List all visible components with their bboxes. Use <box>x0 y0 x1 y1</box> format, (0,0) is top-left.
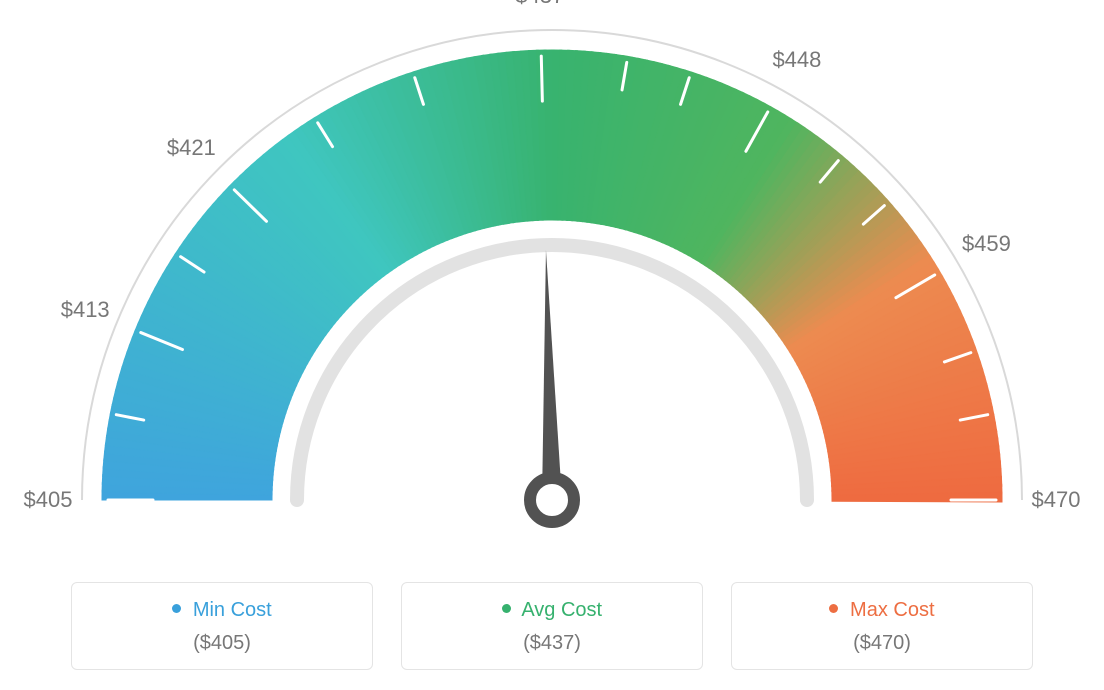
legend-row: Min Cost ($405) Avg Cost ($437) Max Cost… <box>0 582 1104 670</box>
gauge-svg <box>0 0 1104 560</box>
legend-value-max: ($470) <box>732 632 1032 655</box>
gauge-tick-label: $470 <box>1032 487 1081 513</box>
dot-icon <box>172 604 181 613</box>
legend-card-max: Max Cost ($470) <box>731 582 1033 670</box>
legend-card-avg: Avg Cost ($437) <box>401 582 703 670</box>
legend-label-avg: Avg Cost <box>521 599 602 621</box>
legend-title-avg: Avg Cost <box>402 599 702 622</box>
legend-value-min: ($405) <box>72 632 372 655</box>
gauge-tick-label: $448 <box>772 47 821 73</box>
gauge-tick-label: $413 <box>61 297 110 323</box>
dot-icon <box>502 604 511 613</box>
chart-container: $405 $413 $421 $437 $448 $459 $470 Min Cost ($… <box>0 0 1104 690</box>
legend-label-min: Min Cost <box>193 599 272 621</box>
gauge-tick-label: $421 <box>167 135 216 161</box>
legend-value-avg: ($437) <box>402 632 702 655</box>
gauge-tick-label: $437 <box>515 0 564 9</box>
legend-title-min: Min Cost <box>72 599 372 622</box>
gauge-tick-label: $405 <box>24 487 73 513</box>
gauge: $405 $413 $421 $437 $448 $459 $470 <box>0 0 1104 560</box>
legend-title-max: Max Cost <box>732 599 1032 622</box>
legend-label-max: Max Cost <box>850 599 934 621</box>
gauge-tick-label: $459 <box>962 231 1011 257</box>
legend-card-min: Min Cost ($405) <box>71 582 373 670</box>
dot-icon <box>829 604 838 613</box>
